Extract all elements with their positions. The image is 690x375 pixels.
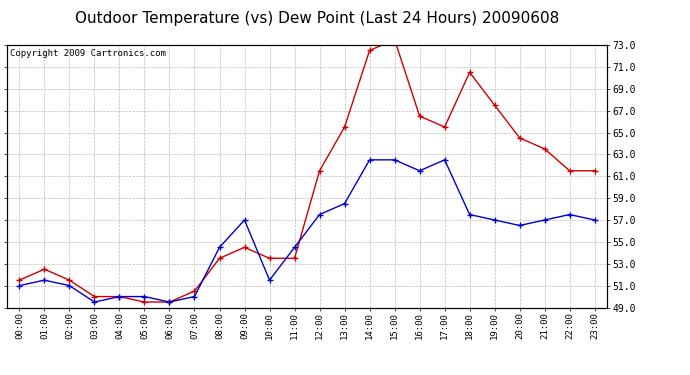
Text: Outdoor Temperature (vs) Dew Point (Last 24 Hours) 20090608: Outdoor Temperature (vs) Dew Point (Last…: [75, 11, 560, 26]
Text: Copyright 2009 Cartronics.com: Copyright 2009 Cartronics.com: [10, 49, 166, 58]
